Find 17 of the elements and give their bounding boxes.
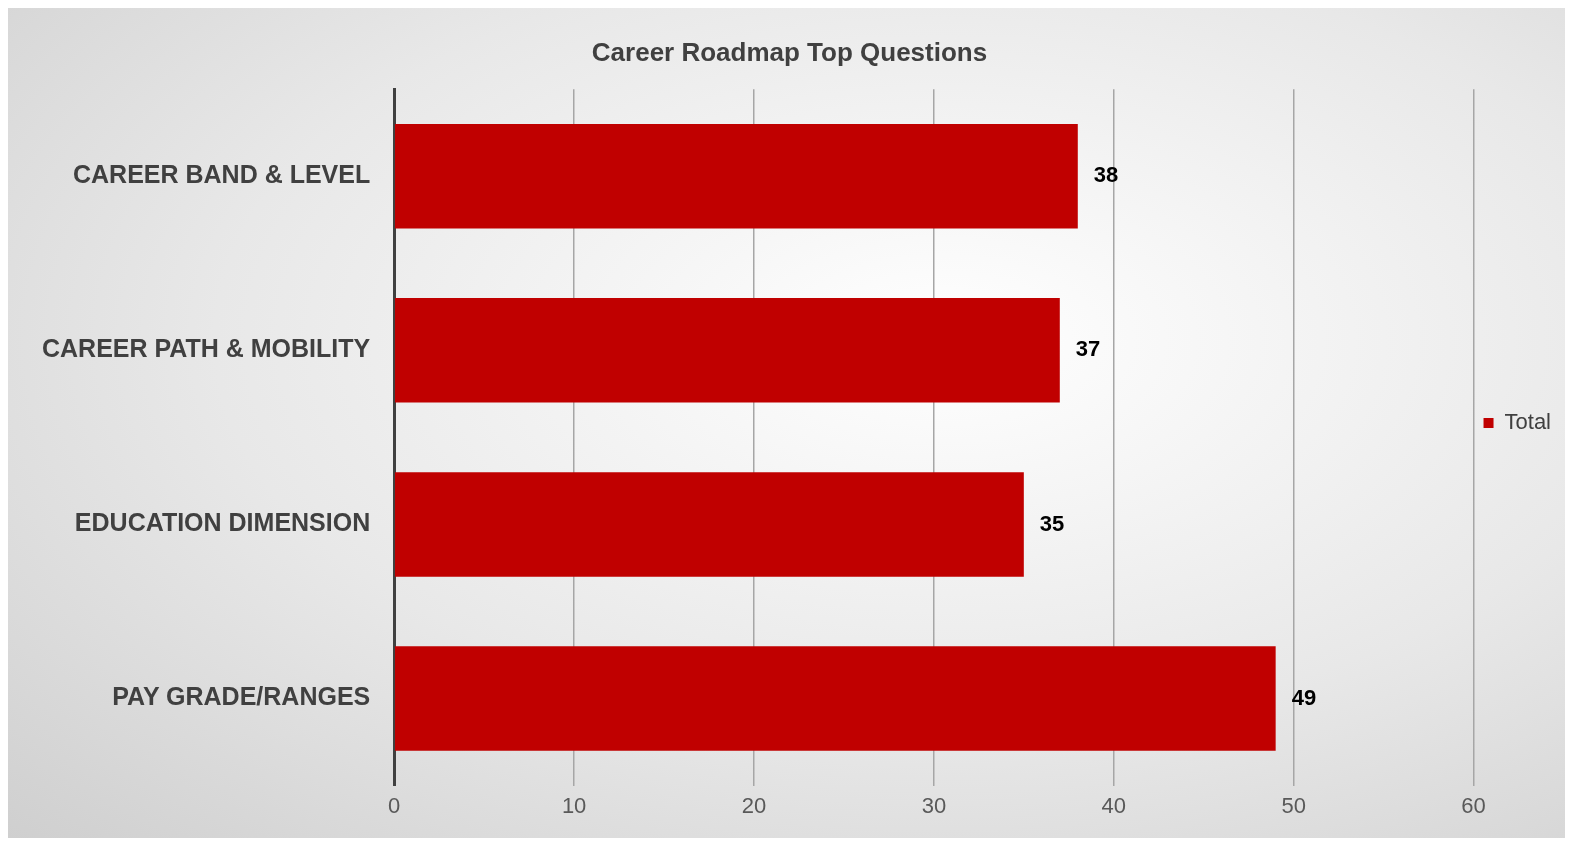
chart-title: Career Roadmap Top Questions xyxy=(591,36,988,67)
y-tick-label: PAY GRADE/RANGES xyxy=(112,682,371,711)
x-tick-label: 0 xyxy=(388,792,401,818)
data-label: 38 xyxy=(1093,162,1119,188)
y-tick-label: EDUCATION DIMENSION xyxy=(74,508,371,537)
data-label: 37 xyxy=(1075,336,1101,362)
legend-label: Total xyxy=(1504,409,1552,435)
y-tick-label: CAREER BAND & LEVEL xyxy=(72,160,371,189)
x-tick-label: 50 xyxy=(1281,792,1306,818)
data-label: 49 xyxy=(1291,684,1317,710)
x-tick-label: 60 xyxy=(1461,792,1486,818)
y-tick-label: CAREER PATH & MOBILITY xyxy=(41,334,371,363)
data-label: 35 xyxy=(1039,510,1065,536)
x-tick-label: 40 xyxy=(1101,792,1127,818)
x-tick-label: 30 xyxy=(921,792,947,818)
x-tick-label: 10 xyxy=(561,792,587,818)
x-tick-label: 20 xyxy=(741,792,767,818)
